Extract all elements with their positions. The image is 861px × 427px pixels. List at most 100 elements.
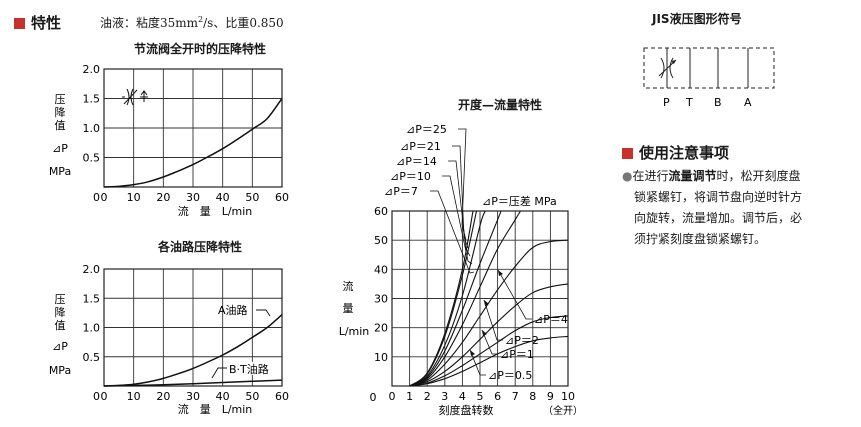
leader-line — [211, 367, 227, 379]
x-tick-label: 60 — [275, 191, 289, 204]
x-tick-label: 10 — [127, 390, 141, 403]
series-line-1 — [103, 98, 283, 188]
arrowhead-icon — [482, 330, 487, 336]
throttle-symbol-icon — [122, 88, 148, 106]
plot-frame — [103, 68, 283, 188]
x-tick-label: 4 — [459, 390, 466, 403]
series-line-4 — [409, 210, 502, 387]
red-square-icon — [14, 18, 25, 29]
x-tick-label: 8 — [529, 390, 536, 403]
series-label-3: ⊿P＝14 — [396, 155, 437, 168]
x-tick-label: 5 — [477, 390, 484, 403]
series-label-bt-line: B·T油路 — [229, 362, 269, 376]
leader-line — [448, 160, 471, 257]
x-tick-label: 6 — [494, 390, 501, 403]
y-tick-label: 0.5 — [83, 152, 101, 165]
series-label-2: ⊿P＝21 — [400, 140, 441, 153]
x-tick-label: 3 — [441, 390, 448, 403]
y-axis-symbol: ⊿P — [52, 340, 68, 353]
x-tick-label: 40 — [216, 390, 230, 403]
chart3-title: 开度—流量特性 — [457, 98, 542, 112]
jis-symbol-diagram: P T B A — [643, 47, 775, 109]
y-tick-label: 40 — [374, 263, 388, 276]
y-tick-label: 20 — [374, 322, 388, 335]
y-axis-unit: MPa — [49, 364, 71, 377]
series-line-3 — [409, 210, 486, 387]
jis-port-t: T — [685, 96, 693, 109]
leader-line — [469, 349, 486, 376]
x-tick-label: 30 — [186, 191, 200, 204]
plot-frame — [103, 268, 283, 387]
chart1-title: 节流阀全开时的压降特性 — [133, 42, 266, 56]
x-tick-label: 20 — [156, 191, 170, 204]
x-tick-label: 10 — [127, 191, 141, 204]
leader-line — [481, 329, 498, 355]
x-axis-note: （全开） — [543, 404, 583, 417]
throttle-right-arc — [669, 57, 674, 79]
x-tick-label: 50 — [245, 390, 259, 403]
x-tick-label: 7 — [512, 390, 519, 403]
leader-line — [483, 299, 503, 341]
y-tick-label: 1.0 — [83, 322, 101, 335]
origin-label: 0 — [93, 191, 100, 204]
series-line-9 — [409, 335, 569, 387]
x-tick-label: 30 — [186, 390, 200, 403]
arrowhead-icon — [484, 300, 489, 306]
x-tick-label: 20 — [156, 390, 170, 403]
y-axis-label-char: 流 — [343, 279, 354, 293]
x-axis-label: 流 量 L/min — [178, 204, 253, 218]
y-axis-label-char: 量 — [343, 302, 354, 315]
leader-line — [452, 145, 469, 249]
y-tick-label: 50 — [374, 234, 388, 247]
leader-line — [497, 269, 532, 320]
leader-line — [430, 190, 475, 274]
origin-label: 0 — [93, 390, 100, 403]
leader-line — [442, 175, 473, 265]
y-axis-label-char: 降 — [55, 305, 66, 319]
y-axis-label-char: 降 — [55, 105, 66, 119]
throttle-arrow — [123, 89, 138, 105]
y-tick-label: 60 — [374, 205, 388, 218]
series-line-5 — [409, 210, 521, 387]
throttle-arc — [126, 88, 130, 106]
series-label-4: ⊿P＝10 — [390, 170, 431, 183]
y-axis-label-char: 值 — [55, 119, 66, 132]
x-tick-label: 1 — [406, 390, 413, 403]
x-tick-label: 10 — [561, 390, 575, 403]
x-axis-label: 刻度盘转数 — [439, 403, 494, 417]
y-axis-label-char: 压 — [55, 93, 66, 106]
arrowhead-icon — [498, 270, 503, 276]
fluid-note: 油液：粘度35mm2/s、比重0.850 — [100, 15, 284, 30]
series-label-7: ⊿P＝2 — [505, 334, 539, 347]
jis-title: JIS液压图形符号 — [652, 12, 742, 26]
y-axis-unit: L/min — [339, 325, 370, 338]
x-tick-label: 50 — [245, 191, 259, 204]
plot-frame — [391, 210, 569, 387]
series-label-5: ⊿P＝7 — [384, 185, 418, 198]
y-axis-symbol: ⊿P — [52, 142, 68, 155]
x-tick-label: 0 — [101, 191, 108, 204]
section-title-characteristics: 特性 — [14, 12, 61, 33]
x-tick-label: 2 — [424, 390, 431, 403]
parameter-label: ⊿P＝压差 MPa — [482, 194, 557, 208]
y-tick-label: 1.0 — [83, 122, 101, 135]
series-line-1 — [103, 314, 283, 387]
series-label-6: ⊿P＝4 — [534, 313, 568, 326]
series-label-a-line: A油路 — [218, 303, 248, 317]
label-bg — [226, 362, 281, 375]
series-line-2 — [409, 210, 478, 387]
series-line-7 — [409, 283, 569, 387]
y-tick-label: 0.5 — [83, 351, 101, 364]
section-title-usage: 使用注意事项 — [622, 142, 729, 163]
jis-port-a: A — [744, 96, 752, 109]
red-square-icon — [622, 148, 633, 159]
y-tick-label: 2.0 — [83, 63, 101, 76]
origin-label: 0 — [370, 391, 377, 404]
y-tick-label: 2.0 — [83, 263, 101, 276]
series-line-2 — [103, 379, 283, 387]
chart2-title: 各油路压降特性 — [157, 240, 242, 254]
x-tick-label: 40 — [216, 191, 230, 204]
